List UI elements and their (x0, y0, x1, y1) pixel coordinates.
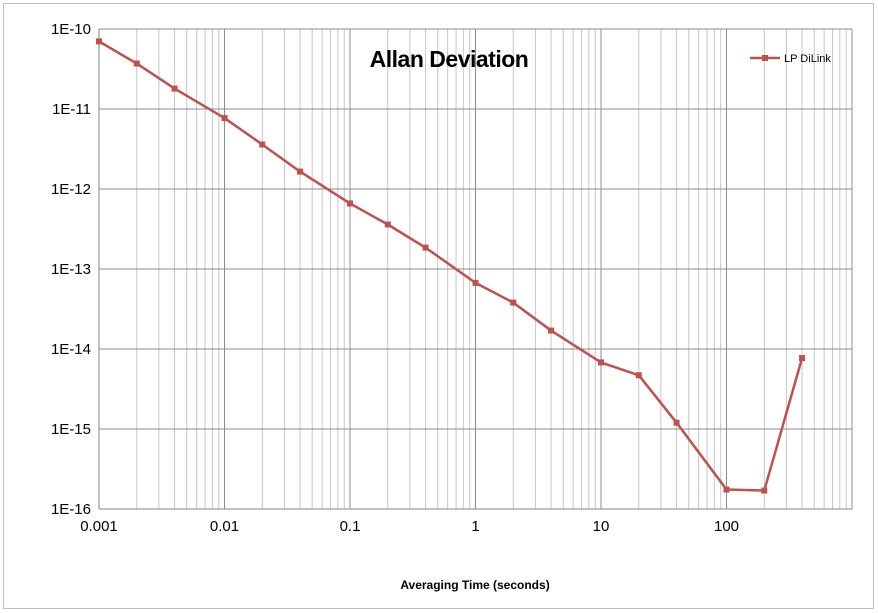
x-tick-label: 0.01 (210, 518, 239, 535)
x-tick-label: 0.001 (80, 518, 118, 535)
legend: LP DiLink (750, 53, 831, 65)
data-point (472, 279, 479, 286)
data-point (510, 299, 517, 306)
data-point (799, 355, 806, 362)
data-series (96, 38, 806, 494)
data-point (598, 359, 604, 366)
y-tick-label: 1E-13 (51, 261, 91, 278)
x-tick-label: 1 (471, 518, 479, 535)
x-axis-title: Averaging Time (seconds) (400, 578, 549, 592)
x-tick-labels: 0.001 0.01 0.1 1 10 100 (80, 518, 739, 535)
data-point (96, 38, 102, 45)
y-tick-label: 1E-14 (51, 341, 91, 358)
data-point (723, 486, 730, 493)
data-point (297, 168, 304, 175)
data-point (259, 141, 266, 148)
y-tick-label: 1E-10 (51, 21, 91, 38)
legend-label: LP DiLink (784, 53, 831, 65)
chart-frame (3, 3, 874, 609)
axes (98, 29, 852, 510)
legend-marker (762, 55, 768, 61)
data-point (673, 419, 680, 426)
y-tick-label: 1E-12 (51, 181, 91, 198)
data-point (384, 221, 391, 228)
y-tick-label: 1E-11 (52, 101, 91, 118)
data-point (133, 60, 140, 67)
series-line (98, 40, 804, 492)
data-point (635, 372, 642, 379)
x-tick-label: 100 (714, 518, 739, 535)
grid-lines (98, 28, 853, 510)
y-tick-label: 1E-15 (51, 421, 91, 438)
chart-title: Allan Deviation (370, 46, 529, 72)
data-point (171, 85, 178, 92)
data-point (347, 200, 353, 207)
data-point (548, 327, 555, 334)
x-tick-label: 10 (593, 518, 610, 535)
data-point (761, 487, 768, 494)
data-point (422, 244, 429, 251)
y-tick-label: 1E-16 (51, 501, 91, 518)
data-point (221, 115, 228, 122)
x-tick-label: 0.1 (340, 518, 361, 535)
y-tick-labels: 1E-10 1E-11 1E-12 1E-13 1E-14 1E-15 1E-16 (51, 21, 91, 518)
